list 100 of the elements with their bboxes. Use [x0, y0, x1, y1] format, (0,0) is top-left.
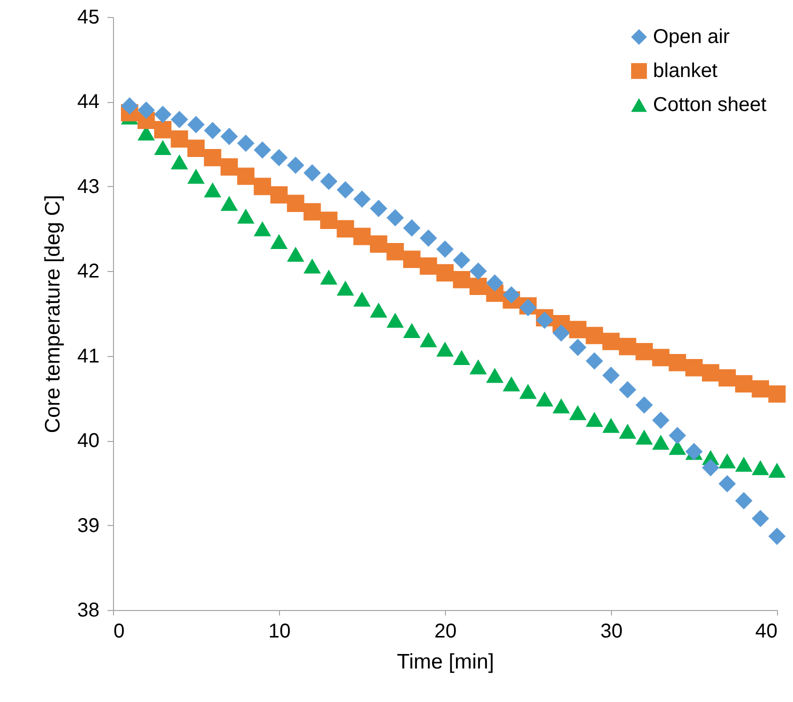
point — [735, 456, 752, 472]
y-tick-label: 43 — [77, 176, 100, 198]
point — [254, 141, 272, 159]
point — [668, 426, 686, 444]
point — [420, 229, 438, 247]
point — [220, 128, 238, 146]
point — [452, 251, 470, 269]
y-tick-label: 45 — [77, 6, 100, 28]
y-tick-label: 39 — [77, 514, 100, 537]
point — [569, 320, 586, 338]
point — [320, 270, 338, 285]
point — [353, 292, 371, 307]
legend-label: Open air — [653, 26, 730, 48]
point — [304, 164, 321, 182]
point — [187, 116, 205, 134]
x-tick-label: 20 — [434, 620, 457, 642]
point — [552, 324, 570, 342]
point — [286, 156, 304, 174]
point — [254, 178, 272, 196]
point — [187, 168, 205, 184]
point — [237, 134, 254, 152]
point — [452, 350, 470, 366]
point — [618, 338, 636, 356]
point — [170, 130, 188, 148]
legend-label: Cotton sheet — [653, 94, 767, 116]
point — [618, 381, 636, 398]
x-tick-label: 30 — [600, 620, 623, 642]
point — [586, 412, 604, 427]
point — [668, 354, 686, 372]
point — [436, 240, 454, 258]
y-axis-title: Core temperature [deg C] — [41, 194, 64, 434]
point — [552, 398, 570, 414]
point — [436, 264, 454, 282]
point — [636, 430, 653, 445]
x-tick-label: 40 — [755, 620, 778, 642]
point — [154, 121, 172, 138]
point — [569, 405, 586, 420]
point — [286, 194, 304, 212]
point — [403, 250, 420, 268]
point — [735, 492, 752, 510]
point — [652, 348, 670, 366]
point — [752, 380, 770, 398]
point — [370, 302, 388, 318]
point — [586, 352, 604, 370]
point — [270, 148, 288, 166]
point — [486, 274, 504, 292]
x-tick-label: 10 — [268, 620, 291, 642]
point — [652, 434, 670, 450]
point — [320, 172, 338, 190]
point — [569, 338, 586, 356]
point — [370, 235, 388, 253]
point — [386, 209, 404, 226]
point — [519, 384, 537, 399]
point — [403, 219, 420, 237]
point — [436, 342, 454, 357]
point — [220, 196, 238, 211]
point — [602, 366, 620, 384]
point — [586, 326, 604, 344]
point — [718, 475, 736, 492]
point — [420, 257, 438, 275]
point — [652, 412, 670, 429]
point — [237, 168, 254, 185]
point — [702, 364, 720, 382]
point — [270, 186, 288, 204]
point — [154, 140, 172, 155]
point — [386, 312, 404, 328]
point — [204, 122, 222, 140]
point — [154, 106, 172, 124]
point — [320, 212, 338, 229]
point — [353, 228, 371, 246]
point — [204, 148, 222, 166]
point — [502, 286, 520, 304]
point — [120, 97, 138, 115]
point — [752, 460, 770, 476]
legend-label: blanket — [653, 60, 718, 82]
point — [702, 459, 720, 476]
point — [768, 385, 786, 403]
y-tick-label: 38 — [77, 600, 100, 622]
point — [304, 203, 321, 221]
point — [470, 359, 487, 374]
point — [502, 376, 520, 392]
y-tick-label: 40 — [77, 430, 100, 452]
point — [386, 243, 404, 260]
point — [403, 322, 420, 338]
point — [420, 332, 438, 348]
point — [336, 181, 354, 198]
point — [685, 359, 703, 376]
point — [254, 221, 272, 236]
y-tick-label: 42 — [77, 260, 100, 283]
point — [602, 332, 620, 350]
point — [735, 375, 752, 392]
point — [536, 392, 554, 407]
point — [636, 342, 653, 360]
point — [752, 510, 770, 528]
point — [187, 140, 205, 157]
point — [452, 270, 470, 288]
y-tick-label: 41 — [77, 345, 100, 368]
point — [486, 368, 504, 383]
point — [768, 528, 786, 545]
point — [768, 462, 786, 478]
